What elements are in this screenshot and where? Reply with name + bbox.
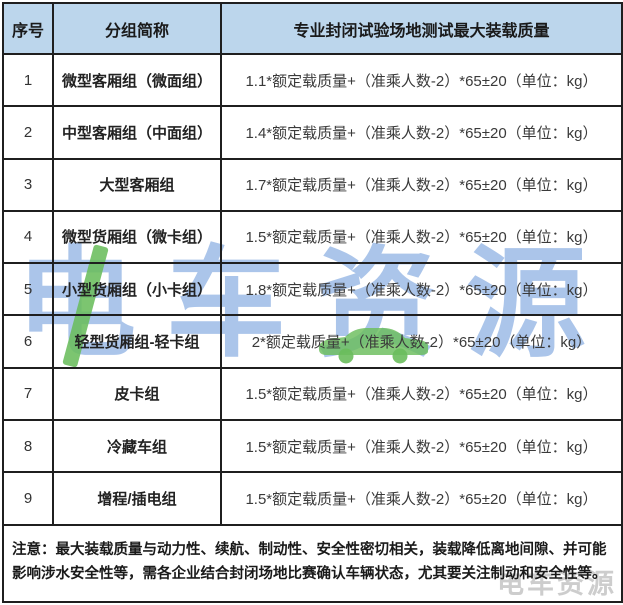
- table-row: 2 中型客厢组（中面组） 1.4*额定载质量+（准乘人数-2）*65±20（单位…: [2, 105, 623, 160]
- note-row: 注意：最大装载质量与动力性、续航、制动性、安全性密切相关，装载降低离地间隙、并可…: [2, 523, 623, 604]
- group-name-cell: 冷藏车组: [52, 418, 222, 474]
- formula-cell: 1.4*额定载质量+（准乘人数-2）*65±20（单位：kg）: [220, 105, 623, 160]
- row-number-cell: 5: [2, 262, 54, 317]
- group-name-cell: 微型客厢组（微面组）: [52, 52, 222, 108]
- row-number-cell: 2: [2, 105, 54, 160]
- table-row: 5 小型货厢组（小卡组） 1.8*额定载质量+（准乘人数-2）*65±20（单位…: [2, 262, 623, 317]
- formula-cell: 1.1*额定载质量+（准乘人数-2）*65±20（单位：kg）: [220, 52, 623, 108]
- column-header-no: 序号: [2, 2, 54, 55]
- row-number-cell: 8: [2, 418, 54, 474]
- row-number-cell: 4: [2, 209, 54, 265]
- table-row: 1 微型客厢组（微面组） 1.1*额定载质量+（准乘人数-2）*65±20（单位…: [2, 52, 623, 108]
- table-footnote: 注意：最大装载质量与动力性、续航、制动性、安全性密切相关，装载降低离地间隙、并可…: [2, 523, 623, 604]
- formula-cell: 1.5*额定载质量+（准乘人数-2）*65±20（单位：kg）: [220, 366, 623, 421]
- formula-cell: 1.5*额定载质量+（准乘人数-2）*65±20（单位：kg）: [220, 418, 623, 474]
- formula-cell: 1.5*额定载质量+（准乘人数-2）*65±20（单位：kg）: [220, 471, 623, 526]
- table-row: 3 大型客厢组 1.7*额定载质量+（准乘人数-2）*65±20（单位：kg）: [2, 157, 623, 212]
- group-name-cell: 微型货厢组（微卡组）: [52, 209, 222, 265]
- group-name-cell: 皮卡组: [52, 366, 222, 421]
- table-row: 9 增程/插电组 1.5*额定载质量+（准乘人数-2）*65±20（单位：kg）: [2, 471, 623, 526]
- formula-cell: 2*额定载质量+（准乘人数-2）*65±20（单位：kg）: [220, 314, 623, 369]
- group-name-cell: 增程/插电组: [52, 471, 222, 526]
- row-number-cell: 1: [2, 52, 54, 108]
- row-number-cell: 7: [2, 366, 54, 421]
- group-name-cell: 大型客厢组: [52, 157, 222, 212]
- formula-cell: 1.8*额定载质量+（准乘人数-2）*65±20（单位：kg）: [220, 262, 623, 317]
- group-name-cell: 轻型货厢组-轻卡组: [52, 314, 222, 369]
- table-row: 8 冷藏车组 1.5*额定载质量+（准乘人数-2）*65±20（单位：kg）: [2, 418, 623, 474]
- formula-cell: 1.7*额定载质量+（准乘人数-2）*65±20（单位：kg）: [220, 157, 623, 212]
- row-number-cell: 6: [2, 314, 54, 369]
- table-row: 4 微型货厢组（微卡组） 1.5*额定载质量+（准乘人数-2）*65±20（单位…: [2, 209, 623, 265]
- column-header-group: 分组简称: [52, 2, 222, 55]
- row-number-cell: 3: [2, 157, 54, 212]
- table-row: 6 轻型货厢组-轻卡组 2*额定载质量+（准乘人数-2）*65±20（单位：kg…: [2, 314, 623, 369]
- column-header-formula: 专业封闭试验场地测试最大装载质量: [220, 2, 623, 55]
- table-row: 7 皮卡组 1.5*额定载质量+（准乘人数-2）*65±20（单位：kg）: [2, 366, 623, 421]
- header-row: 序号 分组简称 专业封闭试验场地测试最大装载质量: [2, 2, 623, 55]
- group-name-cell: 小型货厢组（小卡组）: [52, 262, 222, 317]
- row-number-cell: 9: [2, 471, 54, 526]
- formula-cell: 1.5*额定载质量+（准乘人数-2）*65±20（单位：kg）: [220, 209, 623, 265]
- group-name-cell: 中型客厢组（中面组）: [52, 105, 222, 160]
